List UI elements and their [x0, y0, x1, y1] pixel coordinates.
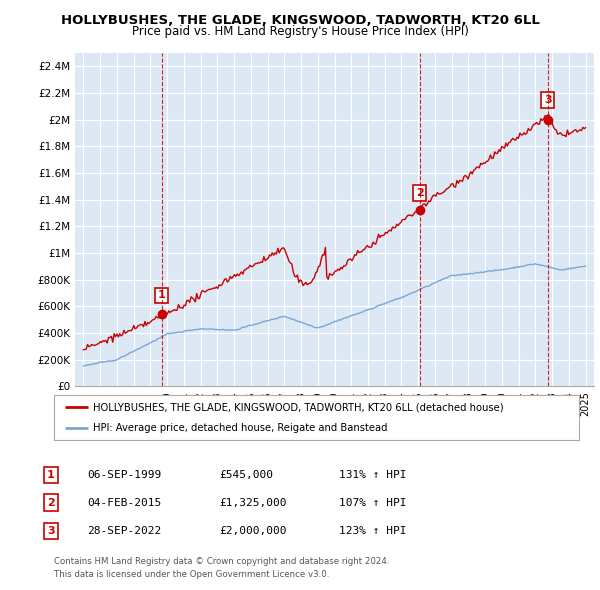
- Text: 1: 1: [158, 290, 166, 300]
- Text: £2,000,000: £2,000,000: [219, 526, 287, 536]
- Text: 2: 2: [416, 188, 424, 198]
- Text: This data is licensed under the Open Government Licence v3.0.: This data is licensed under the Open Gov…: [54, 571, 329, 579]
- Text: 123% ↑ HPI: 123% ↑ HPI: [339, 526, 407, 536]
- Text: 131% ↑ HPI: 131% ↑ HPI: [339, 470, 407, 480]
- Text: HPI: Average price, detached house, Reigate and Banstead: HPI: Average price, detached house, Reig…: [94, 422, 388, 432]
- Text: 107% ↑ HPI: 107% ↑ HPI: [339, 498, 407, 507]
- Text: 28-SEP-2022: 28-SEP-2022: [87, 526, 161, 536]
- Text: 2: 2: [47, 498, 55, 507]
- Text: £545,000: £545,000: [219, 470, 273, 480]
- Text: £1,325,000: £1,325,000: [219, 498, 287, 507]
- Text: Price paid vs. HM Land Registry's House Price Index (HPI): Price paid vs. HM Land Registry's House …: [131, 25, 469, 38]
- Text: Contains HM Land Registry data © Crown copyright and database right 2024.: Contains HM Land Registry data © Crown c…: [54, 558, 389, 566]
- Text: HOLLYBUSHES, THE GLADE, KINGSWOOD, TADWORTH, KT20 6LL: HOLLYBUSHES, THE GLADE, KINGSWOOD, TADWO…: [61, 14, 539, 27]
- Text: HOLLYBUSHES, THE GLADE, KINGSWOOD, TADWORTH, KT20 6LL (detached house): HOLLYBUSHES, THE GLADE, KINGSWOOD, TADWO…: [94, 402, 504, 412]
- Text: 3: 3: [47, 526, 55, 536]
- Text: 1: 1: [47, 470, 55, 480]
- Text: 06-SEP-1999: 06-SEP-1999: [87, 470, 161, 480]
- Text: 04-FEB-2015: 04-FEB-2015: [87, 498, 161, 507]
- Text: 3: 3: [544, 95, 551, 105]
